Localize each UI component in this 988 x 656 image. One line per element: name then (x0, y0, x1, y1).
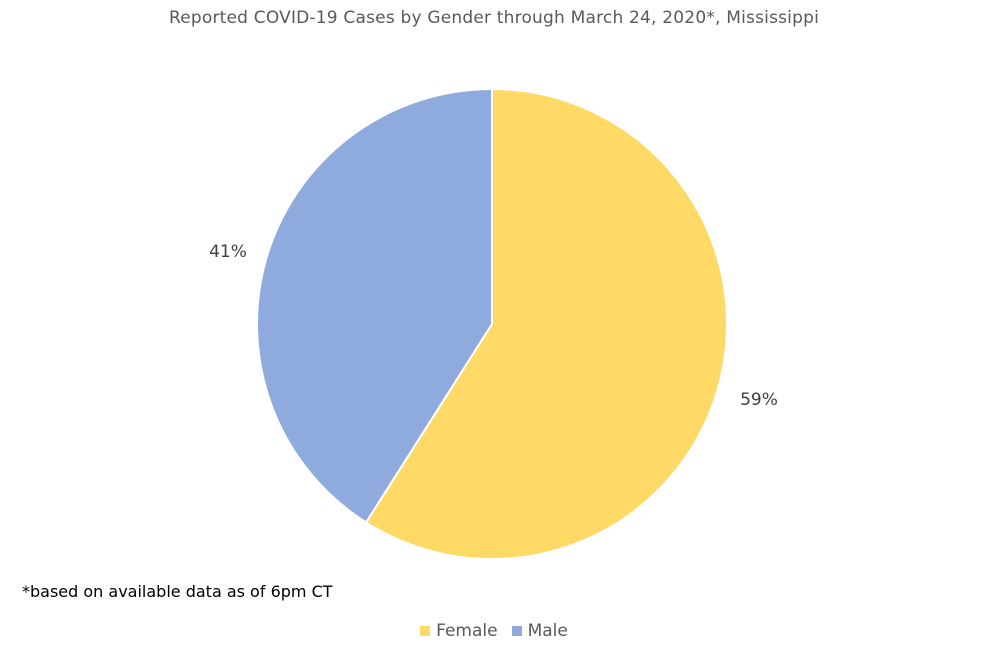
legend-swatch-female (420, 626, 431, 636)
pie-slice-male (256, 87, 493, 524)
pie-chart: 59% 41% (209, 87, 778, 560)
data-label-male: 41% (209, 242, 247, 262)
legend-item-female: Female (420, 621, 498, 641)
legend-swatch-male (511, 626, 522, 636)
legend: Female Male (0, 621, 988, 641)
legend-item-male: Male (511, 621, 568, 641)
legend-label-female: Female (436, 621, 498, 641)
pie-slice-female (364, 87, 728, 560)
chart-title: Reported COVID-19 Cases by Gender throug… (168, 8, 820, 28)
legend-label-male: Male (527, 621, 568, 641)
data-label-female: 59% (740, 390, 778, 410)
footnote: *based on available data as of 6pm CT (22, 582, 333, 601)
